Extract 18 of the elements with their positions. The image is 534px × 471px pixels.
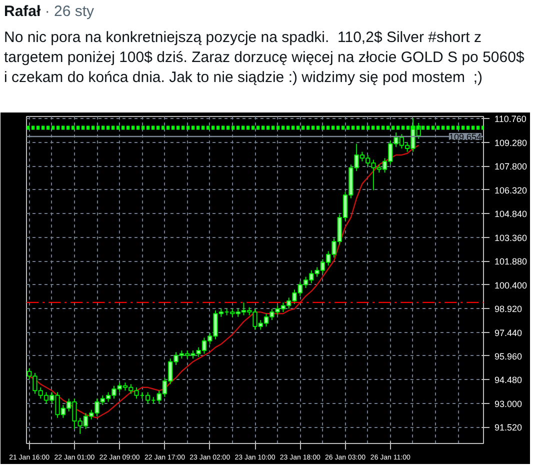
chart-title: Rafał: [4, 3, 41, 20]
y-tick-label: 109.280: [494, 138, 528, 148]
y-tick-label: 95.960: [494, 351, 522, 362]
y-tick-label: 94.480: [494, 375, 522, 386]
y-tick-label: 106.320: [494, 185, 528, 196]
y-tick-label: 91.520: [494, 422, 522, 433]
y-tick-label: 98.920: [494, 304, 522, 314]
y-tick-label: 100.400: [494, 280, 528, 290]
y-tick-label: 97.440: [494, 328, 522, 338]
y-tick-label: 110.760: [494, 114, 526, 124]
y-tick-label: 101.880: [494, 256, 528, 267]
text: No nic pora na konkretniejszą pozycje na spadki. 110,2$ Silver #short z targetem poniżej 100$ dziś. Zaraz dorzucę więcej na złocie GOLD S po 5060$ i czekam do końca dnia. Jak to nie siądzie :) widzimy się pod mostem ;): [4, 28, 526, 88]
chart-subtitle: · 26 sty: [44, 3, 94, 20]
y-tick-label: 107.800: [494, 162, 528, 172]
y-tick-label: 93.000: [494, 398, 522, 409]
ref-line-label: 109.654: [448, 132, 482, 142]
y-tick-label: 104.840: [494, 209, 528, 220]
y-tick-label: 103.360: [494, 232, 528, 243]
